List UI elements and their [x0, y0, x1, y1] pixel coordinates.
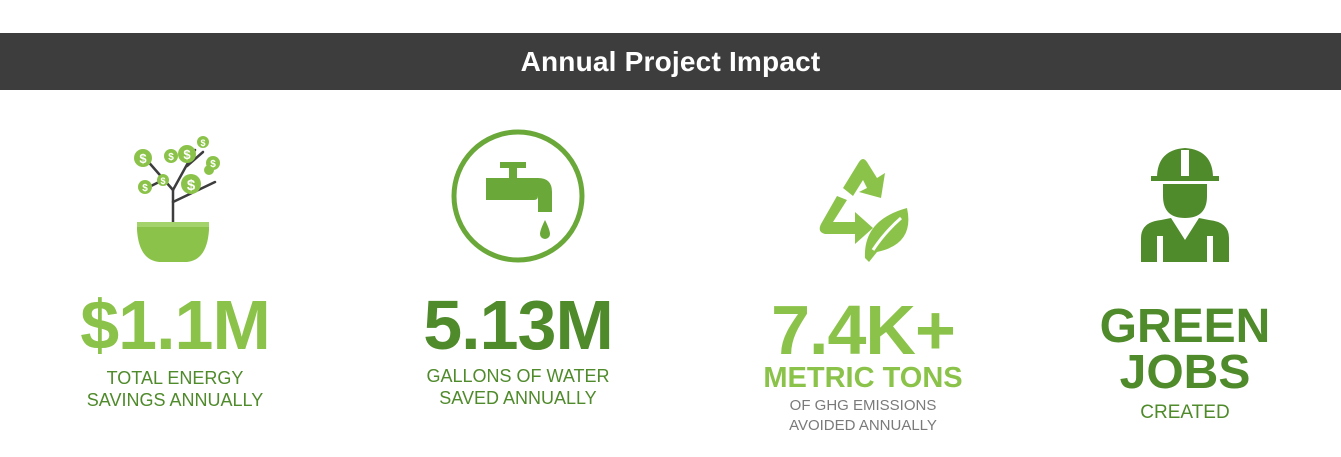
- stat-value: 5.13M: [423, 286, 614, 364]
- stat-label-line1: METRIC TONS: [763, 362, 963, 394]
- stat-energy-savings: $ $ $ $ $ $ $ $ $1.1M TOTAL ENERGY SAVIN…: [55, 100, 295, 440]
- recycle-leaf-icon: [819, 159, 909, 262]
- stat-value: 7.4K+: [771, 291, 956, 369]
- stat-label-line2: OF GHG EMISSIONS: [789, 397, 937, 414]
- svg-text:$: $: [210, 159, 216, 170]
- svg-text:$: $: [187, 177, 196, 194]
- svg-text:$: $: [139, 151, 147, 166]
- stat-label-line3: AVOIDED ANNUALLY: [789, 417, 937, 434]
- stat-label-line2: SAVINGS ANNUALLY: [86, 390, 264, 410]
- worker-hardhat-icon: [1141, 148, 1229, 262]
- svg-text:$: $: [183, 147, 191, 162]
- svg-text:$: $: [200, 138, 205, 148]
- stat-green-jobs: GREEN JOBS CREATED: [1065, 100, 1305, 440]
- stat-ghg-avoided: 7.4K+ METRIC TONS OF GHG EMISSIONS AVOID…: [743, 100, 983, 440]
- svg-text:$: $: [142, 183, 148, 194]
- water-faucet-icon: [451, 129, 585, 263]
- money-plant-icon: $ $ $ $ $ $ $ $: [134, 136, 220, 262]
- stat-label-line1: GALLONS OF WATER: [426, 366, 610, 386]
- banner-title: Annual Project Impact: [520, 45, 821, 77]
- stat-value-line2: JOBS: [1119, 346, 1251, 399]
- stat-value: $1.1M: [80, 286, 271, 364]
- svg-text:$: $: [160, 176, 165, 186]
- stat-label-line2: SAVED ANNUALLY: [439, 388, 597, 408]
- stat-label-line1: CREATED: [1140, 402, 1230, 423]
- stat-label-line1: TOTAL ENERGY: [106, 368, 244, 388]
- stat-water-saved: 5.13M GALLONS OF WATER SAVED ANNUALLY: [398, 100, 638, 440]
- svg-text:$: $: [168, 152, 174, 163]
- banner: Annual Project Impact: [0, 33, 1341, 90]
- stat-value-line1: GREEN: [1099, 300, 1271, 353]
